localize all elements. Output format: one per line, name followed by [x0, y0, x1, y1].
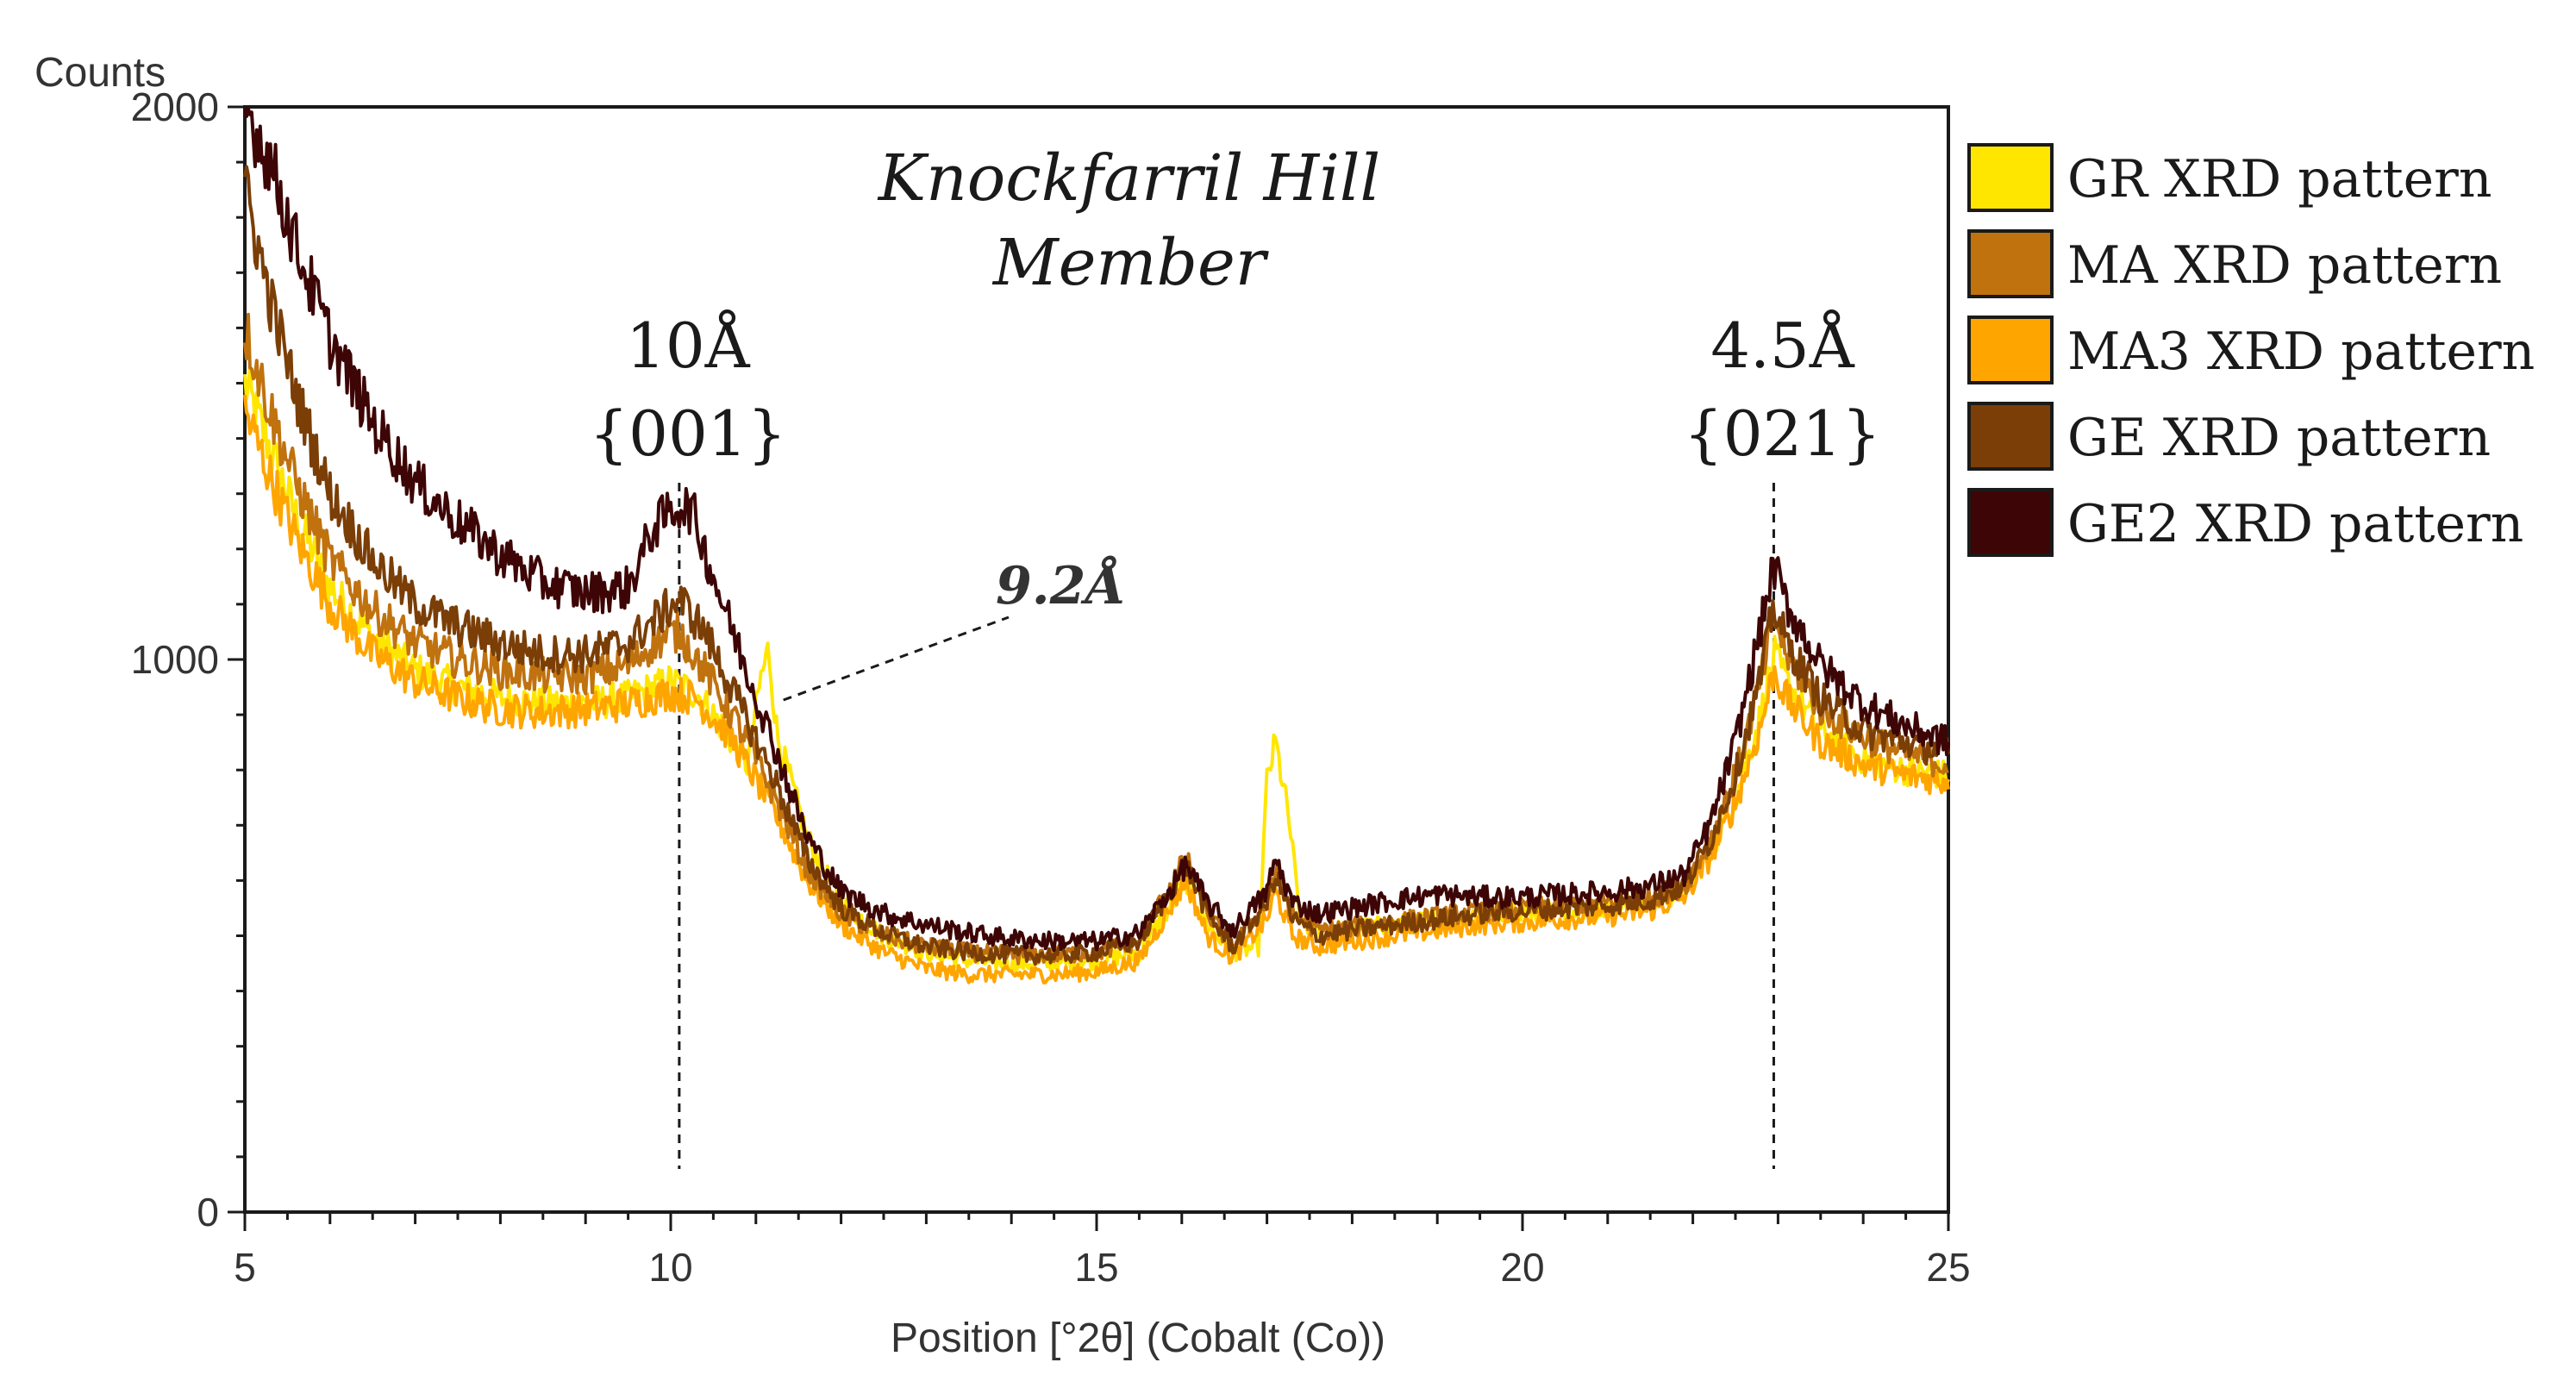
legend-label: GE XRD pattern — [2067, 408, 2491, 468]
series-line-ge2 — [243, 106, 1950, 953]
legend-swatch — [1967, 402, 2054, 471]
legend-label: MA3 XRD pattern — [2067, 322, 2535, 382]
peak-label-spacing: 10Å — [626, 309, 751, 382]
chart-title-line-2: Member — [991, 226, 1270, 300]
peak-label-plane: {021} — [1684, 397, 1881, 470]
chart-title-line-1: Knockfarril Hill — [877, 141, 1380, 216]
series-lines — [243, 106, 1950, 984]
legend-label: GE2 XRD pattern — [2067, 494, 2523, 554]
legend: GR XRD pattern MA XRD pattern MA3 XRD patt… — [1967, 143, 2535, 557]
y-axis-label: Counts — [34, 50, 166, 96]
x-tick-label: 15 — [1074, 1245, 1118, 1290]
legend-swatch — [1967, 488, 2054, 557]
annotations: 10Å {001} 4.5Å {021} 9.2Å — [589, 309, 1881, 1169]
legend-label: GR XRD pattern — [2067, 149, 2492, 209]
peak-label-spacing: 4.5Å — [1710, 309, 1855, 382]
x-tick-label: 10 — [648, 1245, 692, 1290]
x-axis-label: Position [°2θ] (Cobalt (Co)) — [891, 1316, 1385, 1361]
y-tick-label: 0 — [197, 1190, 219, 1234]
y-tick-label: 1000 — [131, 637, 219, 682]
x-tick-label: 5 — [234, 1245, 256, 1290]
x-tick-label: 25 — [1926, 1245, 1970, 1290]
legend-swatch — [1967, 143, 2054, 212]
peak-label-plane: {001} — [589, 397, 786, 470]
callout-line — [783, 616, 1010, 702]
series-line-ma3 — [243, 394, 1950, 984]
y-tick-label: 2000 — [131, 84, 219, 129]
x-tick-label: 20 — [1500, 1245, 1544, 1290]
callout-label: 9.2Å — [996, 555, 1126, 616]
legend-label: MA XRD pattern — [2067, 235, 2502, 296]
legend-swatch — [1967, 229, 2054, 298]
axis-ticks: 5 10 15 20 25 0 1000 2000 — [131, 84, 1971, 1290]
legend-swatch — [1967, 316, 2054, 384]
series-line-ge — [243, 165, 1950, 966]
